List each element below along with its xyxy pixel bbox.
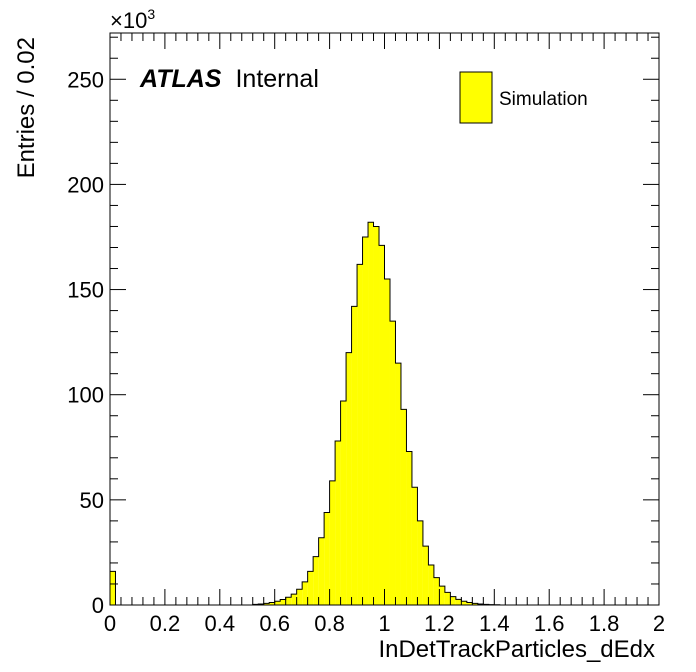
axis-ticks [109,33,660,606]
x-tick-label: 0.8 [314,611,345,636]
internal-text: Internal [235,65,318,93]
y-multiplier-base: ×10 [110,8,147,33]
histogram-bin [357,264,363,605]
histogram-bin [269,602,275,605]
histogram-bin [433,577,440,605]
x-tick-label: 1.8 [589,611,620,636]
y-tick-labels: 0 50 100 150 200 250 [67,67,104,618]
histogram-bin [395,363,401,605]
histogram-bin [477,603,484,605]
histogram-bin [379,245,385,605]
legend-swatch [459,71,493,124]
histogram-bin [291,594,297,605]
y-tick-label: 100 [67,383,104,408]
histogram-bin [263,603,270,605]
histogram-bin [450,596,456,605]
histogram-bin [411,487,418,605]
legend-label: Simulation [499,89,588,110]
histogram-bin [313,556,319,605]
histogram-bin [444,592,451,605]
histogram-bin [422,546,429,605]
histogram-bin [466,602,473,605]
y-multiplier-exponent: 3 [147,6,155,22]
histogram-bin [400,409,407,605]
legend: Simulation [459,71,588,124]
histogram-bin [439,586,445,605]
histogram-bin [428,565,434,605]
atlas-label: ATLAS Internal [139,65,319,93]
histogram-bin [368,222,374,605]
y-tick-label: 0 [92,593,104,618]
histogram-bin [296,589,303,605]
histogram-bin [329,480,336,605]
histogram-bin [335,440,341,605]
histogram-bin [472,603,478,605]
histogram-bin [324,512,330,605]
histogram-bin [417,520,423,605]
histogram-bin [318,537,325,605]
histogram-bin [110,571,116,605]
x-tick-label: 1.4 [479,611,510,636]
histogram-bin [302,581,308,605]
x-tick-label: 2 [653,611,665,636]
histogram-bin [280,599,286,605]
x-tick-labels: 0 0.2 0.4 0.6 0.8 1 1.2 1.4 1.6 1.8 2 [104,611,665,636]
histogram-bin [389,321,396,605]
y-tick-label: 250 [67,67,104,92]
histogram-bin [307,571,314,605]
x-tick-label: 0 [104,611,116,636]
histogram-bin [346,352,352,605]
histogram-bin [285,597,292,605]
x-tick-label: 0.6 [259,611,290,636]
histogram-bin [351,306,358,605]
histogram-bin [384,279,390,605]
y-axis-title: Entries / 0.02 [13,37,40,178]
histogram-bin [258,603,264,605]
x-tick-label: 1.2 [424,611,455,636]
x-tick-label: 0.4 [205,611,236,636]
histogram-bin [461,601,467,605]
y-tick-label: 150 [67,278,104,303]
atlas-text: ATLAS [139,65,222,93]
histogram-bin [362,236,369,605]
x-tick-label: 1 [378,611,390,636]
histogram-bin [274,601,281,605]
histogram-bars [110,222,500,605]
y-tick-label: 200 [67,172,104,197]
x-axis-title: InDetTrackParticles_dEdx [378,636,655,663]
x-tick-label: 1.6 [534,611,565,636]
y-tick-label: 50 [80,488,104,513]
histogram-bin [406,451,412,605]
histogram-bin [455,599,462,605]
histogram-bin [373,226,380,605]
y-multiplier: ×103 [110,6,155,33]
x-tick-label: 0.2 [150,611,181,636]
histogram-bin [340,401,347,605]
